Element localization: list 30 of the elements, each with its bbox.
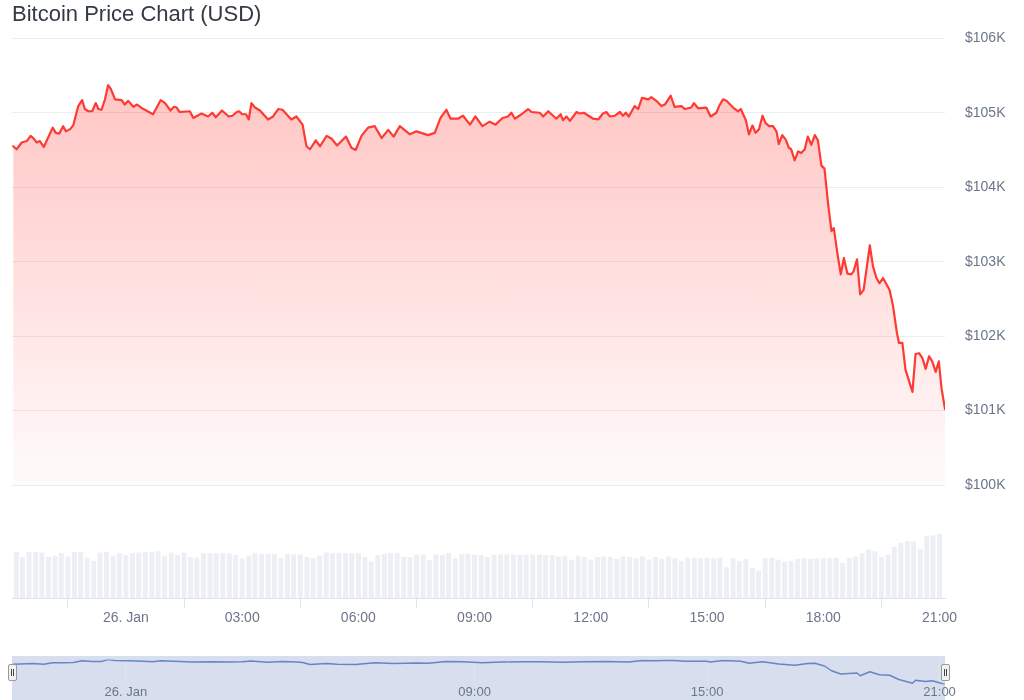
- x-tick-label: 21:00: [922, 609, 958, 626]
- bar: [878, 557, 884, 598]
- bar: [200, 553, 206, 598]
- x-tick-label: 09:00: [457, 609, 493, 626]
- y-tick-label: $104K: [965, 178, 1007, 195]
- x-tick-label: 26. Jan: [102, 609, 149, 626]
- bar: [259, 553, 264, 598]
- bar: [45, 557, 51, 598]
- bar: [569, 559, 574, 598]
- bar: [104, 551, 110, 598]
- x-tick-label: 15:00: [690, 683, 724, 699]
- y-tick-label: $100K: [965, 475, 1007, 492]
- y-tick-label: $102K: [965, 326, 1007, 343]
- y-tick-label: $105K: [965, 103, 1007, 120]
- x-tick-label: 18:00: [805, 609, 842, 626]
- bar: [414, 554, 419, 598]
- y-tick-label: $101K: [965, 401, 1007, 418]
- chart-title: Bitcoin Price Chart (USD): [12, 1, 262, 27]
- bar: [723, 567, 729, 598]
- bar: [937, 534, 943, 598]
- x-tick-label: 12:00: [573, 609, 609, 626]
- x-tick-label: 21:00: [923, 683, 956, 699]
- x-tick-label: 03:00: [224, 609, 260, 626]
- y-tick-label: $103K: [965, 252, 1007, 269]
- y-tick-label: $106K: [965, 29, 1007, 46]
- x-tick-label: 15:00: [689, 609, 725, 626]
- x-tick-label: 09:00: [458, 683, 491, 699]
- x-tick-label: 06:00: [340, 609, 377, 626]
- x-tick-label: 26. Jan: [104, 683, 148, 699]
- bar: [782, 561, 788, 598]
